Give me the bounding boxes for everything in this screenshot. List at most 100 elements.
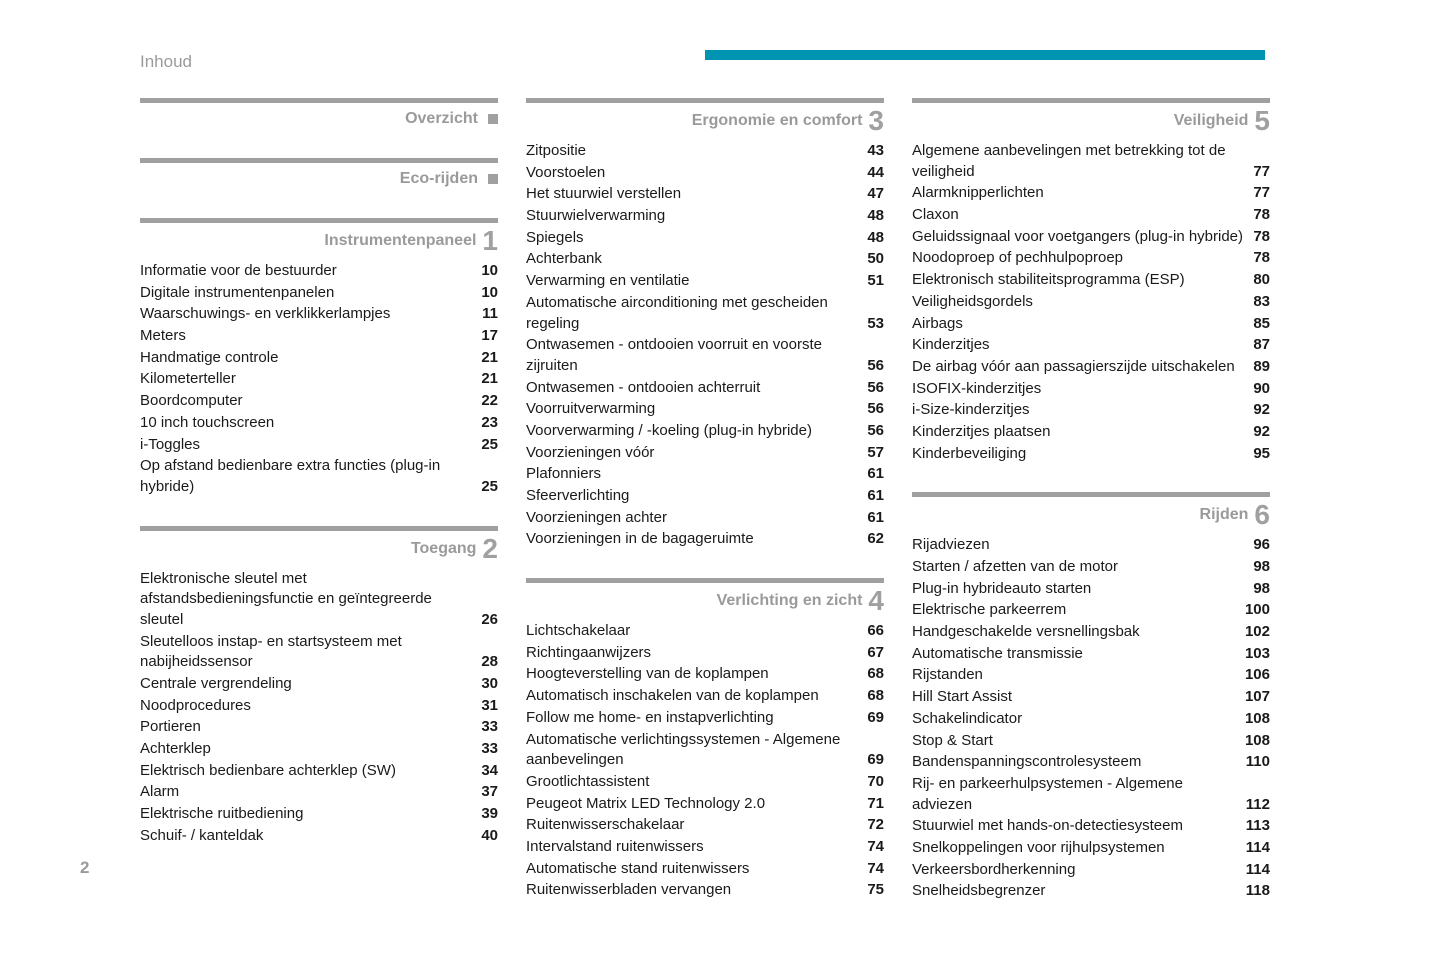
entry-page: 100 [1245, 600, 1270, 621]
toc-entry: Ruitenwisserbladen vervangen75 [526, 880, 884, 901]
section-title: Ergonomie en comfort [692, 112, 863, 130]
toc-entry: Airbags85 [912, 314, 1270, 335]
toc-section: Ergonomie en comfort3Zitpositie43Voorsto… [526, 98, 884, 550]
entry-label: Elektrische ruitbediening [140, 804, 481, 825]
section-title: Toegang [411, 540, 476, 558]
entry-page: 21 [481, 369, 498, 390]
section-entries: Elektronische sleutel met afstandsbedien… [140, 569, 498, 847]
entry-label: Stop & Start [912, 731, 1245, 752]
entry-page: 78 [1253, 205, 1270, 226]
entry-page: 72 [867, 815, 884, 836]
toc-section: Toegang2 Elektronische sleutel met afstan… [140, 526, 498, 847]
entry-label: Elektronische sleutel met afstandsbedien… [140, 569, 481, 631]
toc-entry: Rij- en parkeerhulpsystemen - Algemene a… [912, 774, 1270, 815]
entry-label: Automatische transmissie [912, 644, 1245, 665]
entry-page: 26 [481, 610, 498, 631]
toc-entry: Elektronische sleutel met afstandsbedien… [140, 569, 498, 631]
section-entries: Lichtschakelaar66Richtingaanwijzers67Hoo… [526, 621, 884, 901]
toc-section: Instrumentenpaneel1Informatie voor de be… [140, 218, 498, 498]
entry-label: Follow me home- en instapverlichting [526, 708, 867, 729]
entry-page: 25 [481, 435, 498, 456]
entry-label: Handmatige controle [140, 348, 481, 369]
entry-label: Voorverwarming / -koeling (plug-in hybri… [526, 421, 867, 442]
entry-page: 33 [481, 717, 498, 738]
toc-entry: Voorzieningen vóór57 [526, 443, 884, 464]
entry-page: 48 [867, 206, 884, 227]
toc-entry: Informatie voor de bestuurder10 [140, 261, 498, 282]
entry-page: 56 [867, 378, 884, 399]
toc-entry: Stop & Start108 [912, 731, 1270, 752]
section-title: Eco-rijden [400, 170, 478, 188]
toc-section: Rijden6 Rijadviezen96Starten / afzetten v… [912, 492, 1270, 902]
toc-entry: Automatische airconditioning met geschei… [526, 293, 884, 334]
entry-label: Veiligheidsgordels [912, 292, 1253, 313]
toc-entry: Op afstand bedienbare extra functies (pl… [140, 456, 498, 497]
entry-page: 68 [867, 686, 884, 707]
toc-entry: Follow me home- en instapverlichting69 [526, 708, 884, 729]
toc-entry: Verkeersbordherkenning114 [912, 860, 1270, 881]
entry-page: 103 [1245, 644, 1270, 665]
toc-column: Ergonomie en comfort3Zitpositie43Voorsto… [526, 98, 884, 930]
toc-entry: Automatische transmissie103 [912, 644, 1270, 665]
entry-label: Sleutelloos instap- en startsysteem met … [140, 632, 481, 673]
entry-page: 10 [481, 261, 498, 282]
entry-page: 90 [1253, 379, 1270, 400]
toc-column: Overzicht Eco-rijden Instrumentenpaneel1In… [140, 98, 498, 930]
entry-label: Verkeersbordherkenning [912, 860, 1246, 881]
section-header: Toegang2 [140, 526, 498, 563]
accent-bar [705, 50, 1265, 60]
entry-page: 61 [867, 508, 884, 529]
toc-entry: Sfeerverlichting61 [526, 486, 884, 507]
entry-page: 39 [481, 804, 498, 825]
section-header: Rijden6 [912, 492, 1270, 529]
toc-entry: Ruitenwisserschakelaar72 [526, 815, 884, 836]
entry-page: 80 [1253, 270, 1270, 291]
toc-section: Veiligheid5Algemene aanbevelingen met be… [912, 98, 1270, 464]
entry-label: Stuurwiel met hands-on-detectiesysteem [912, 816, 1246, 837]
entry-page: 83 [1253, 292, 1270, 313]
entry-label: Bandenspanningscontrolesysteem [912, 752, 1246, 773]
entry-page: 110 [1246, 752, 1270, 773]
entry-label: Kilometerteller [140, 369, 481, 390]
entry-page: 77 [1253, 183, 1270, 204]
entry-label: Ruitenwisserbladen vervangen [526, 880, 867, 901]
entry-page: 98 [1253, 579, 1270, 600]
entry-label: Achterklep [140, 739, 481, 760]
entry-page: 113 [1246, 816, 1270, 837]
section-entries: Rijadviezen96Starten / afzetten van de m… [912, 535, 1270, 902]
entry-label: Hoogteverstelling van de koplampen [526, 664, 867, 685]
toc-section: Overzicht [140, 98, 498, 130]
entry-page: 50 [867, 249, 884, 270]
entry-label: Voorzieningen achter [526, 508, 867, 529]
toc-entry: De airbag vóór aan passagierszijde uitsc… [912, 357, 1270, 378]
entry-label: Portieren [140, 717, 481, 738]
section-number: 1 [482, 227, 498, 255]
section-header: Veiligheid5 [912, 98, 1270, 135]
entry-label: Elektronisch stabiliteitsprogramma (ESP) [912, 270, 1253, 291]
section-entries: Zitpositie43Voorstoelen44Het stuurwiel v… [526, 141, 884, 550]
entry-page: 69 [867, 708, 884, 729]
entry-label: Ontwasemen - ontdooien achterruit [526, 378, 867, 399]
entry-label: Rijstanden [912, 665, 1245, 686]
entry-page: 40 [481, 826, 498, 847]
toc-entry: Sleutelloos instap- en startsysteem met … [140, 632, 498, 673]
entry-label: De airbag vóór aan passagierszijde uitsc… [912, 357, 1253, 378]
toc-entry: 10 inch touchscreen23 [140, 413, 498, 434]
entry-label: ISOFIX-kinderzitjes [912, 379, 1253, 400]
entry-label: Centrale vergrendeling [140, 674, 481, 695]
entry-page: 78 [1253, 248, 1270, 269]
entry-label: Ruitenwisserschakelaar [526, 815, 867, 836]
entry-label: Kinderbeveiliging [912, 444, 1253, 465]
toc-entry: Ontwasemen - ontdooien voorruit en voors… [526, 335, 884, 376]
entry-label: Peugeot Matrix LED Technology 2.0 [526, 794, 867, 815]
entry-label: Claxon [912, 205, 1253, 226]
entry-label: Geluidssignaal voor voetgangers (plug-in… [912, 227, 1253, 248]
entry-page: 106 [1245, 665, 1270, 686]
entry-label: 10 inch touchscreen [140, 413, 481, 434]
entry-label: Op afstand bedienbare extra functies (pl… [140, 456, 481, 497]
toc-entry: Automatisch inschakelen van de koplampen… [526, 686, 884, 707]
entry-label: Voorzieningen vóór [526, 443, 867, 464]
section-number: 6 [1254, 501, 1270, 529]
entry-page: 107 [1245, 687, 1270, 708]
toc-entry: Intervalstand ruitenwissers74 [526, 837, 884, 858]
